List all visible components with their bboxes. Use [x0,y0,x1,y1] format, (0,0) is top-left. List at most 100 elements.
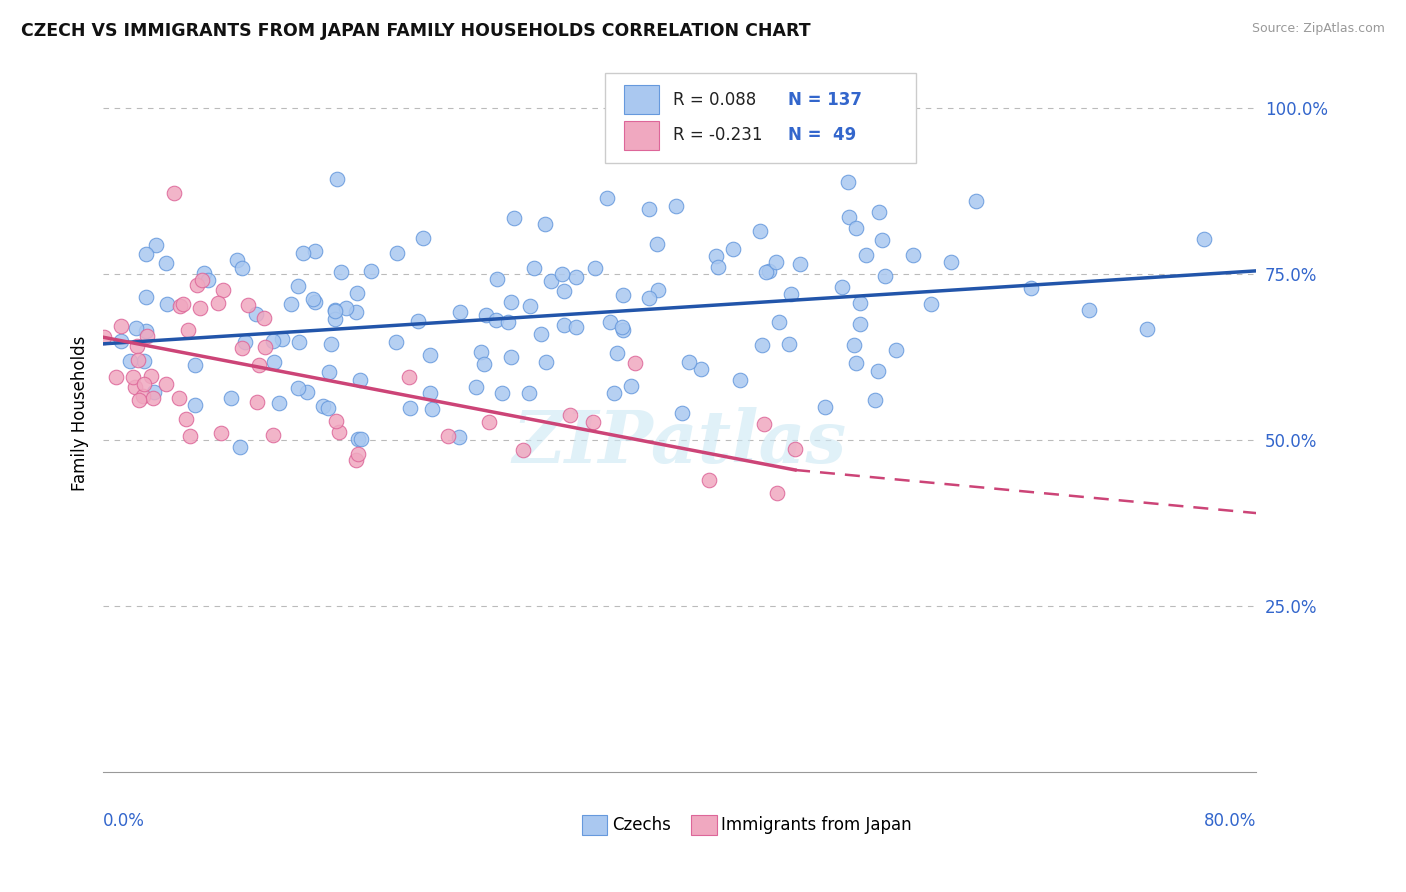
Point [620,379,643,393]
Point [540,274,562,288]
Point [749,224,772,238]
Point [399,401,422,416]
Point [104,369,127,384]
Point [212,283,235,297]
Point [316,401,339,416]
Point [344,304,367,318]
Point [304,294,326,309]
Point [765,255,787,269]
Point [344,452,367,467]
Point [845,356,868,370]
Point [865,392,887,407]
Point [560,408,582,422]
Point [553,284,575,298]
Point [360,263,382,277]
Point [280,297,302,311]
Point [499,350,522,364]
Point [502,211,524,226]
Point [226,252,249,267]
Point [127,353,149,368]
Point [697,473,720,487]
Point [245,307,267,321]
Point [127,339,149,353]
Point [484,313,506,327]
Text: Source: ZipAtlas.com: Source: ZipAtlas.com [1251,22,1385,36]
Point [920,296,942,310]
Point [184,359,207,373]
Point [387,246,409,260]
Point [188,301,211,315]
Text: 0.0%: 0.0% [103,812,145,830]
Point [647,283,669,297]
Point [868,205,890,219]
Point [778,337,800,351]
Point [155,256,177,270]
Point [596,191,619,205]
Point [707,260,730,274]
Point [551,267,574,281]
Point [319,337,342,351]
Point [721,242,744,256]
Point [519,299,541,313]
Point [582,415,605,429]
Point [534,217,557,231]
Point [288,334,311,349]
Text: 80.0%: 80.0% [1204,812,1257,830]
Point [844,337,866,351]
Point [193,266,215,280]
Point [295,384,318,399]
Point [678,355,700,369]
Point [496,315,519,329]
Point [262,334,284,349]
Point [1019,281,1042,295]
Point [523,260,546,275]
Point [783,442,806,456]
Point [172,296,194,310]
Point [491,386,513,401]
Point [838,210,860,224]
Point [253,340,276,354]
Point [665,200,688,214]
Point [238,298,260,312]
Point [599,314,621,328]
Point [323,312,346,326]
Point [221,391,243,405]
Point [837,175,859,189]
Point [246,395,269,409]
Point [177,323,200,337]
Point [346,447,368,461]
Point [645,237,668,252]
Point [287,278,309,293]
Point [422,401,444,416]
Point [385,334,408,349]
Point [304,244,326,258]
Point [262,428,284,442]
Point [583,261,606,276]
Point [765,485,787,500]
Point [228,440,250,454]
Point [565,320,588,334]
Point [412,231,434,245]
Point [449,305,471,319]
Point [512,443,534,458]
Point [134,377,156,392]
Point [671,406,693,420]
Point [447,430,470,444]
Point [197,273,219,287]
Point [231,341,253,355]
Point [335,301,357,315]
Y-axis label: Family Households: Family Households [72,336,89,491]
Point [752,417,775,431]
Text: ZIPatlas: ZIPatlas [513,407,846,478]
Point [135,324,157,338]
Text: Czechs: Czechs [612,816,671,834]
Text: N =  49: N = 49 [789,127,856,145]
Point [464,380,486,394]
Point [603,386,626,401]
Point [553,318,575,332]
Point [169,299,191,313]
Point [132,389,155,403]
Point [325,303,347,318]
Point [814,400,837,414]
Point [145,238,167,252]
